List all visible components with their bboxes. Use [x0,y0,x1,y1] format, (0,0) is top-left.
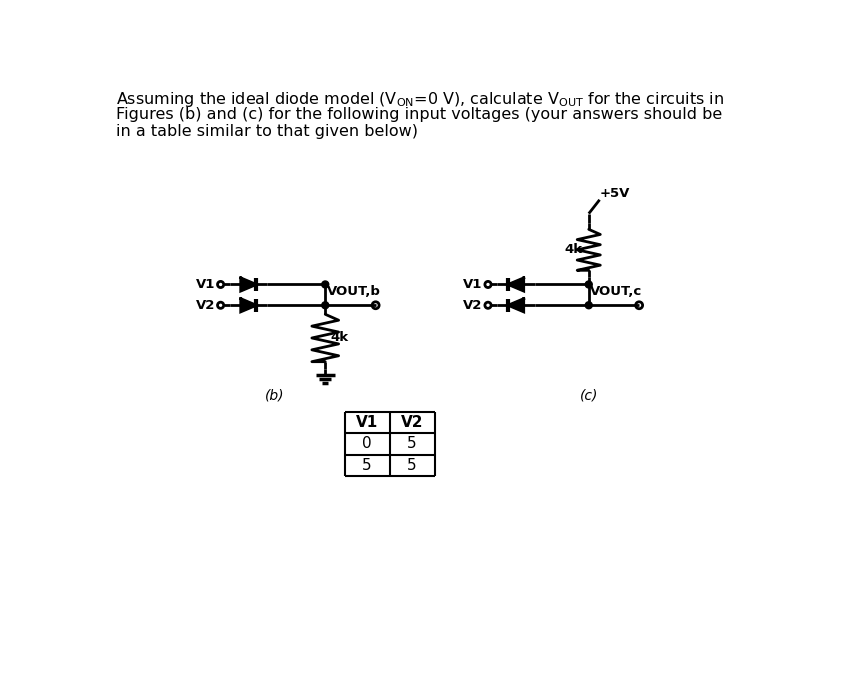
Text: 5: 5 [407,458,417,473]
Circle shape [585,302,592,309]
Text: 5: 5 [407,436,417,451]
Text: Figures (b) and (c) for the following input voltages (your answers should be: Figures (b) and (c) for the following in… [116,107,722,122]
Text: V2: V2 [401,415,423,430]
Text: 0: 0 [362,436,372,451]
Polygon shape [508,298,524,312]
Text: VOUT,c: VOUT,c [591,285,643,298]
Polygon shape [508,278,524,291]
Text: (b): (b) [265,389,285,402]
Circle shape [322,302,329,309]
Text: 5: 5 [362,458,372,473]
Text: V2: V2 [463,298,482,311]
Polygon shape [241,298,256,312]
Circle shape [322,281,329,288]
Polygon shape [241,278,256,291]
Text: V2: V2 [196,298,215,311]
Text: 4k: 4k [331,331,349,344]
Text: in a table similar to that given below): in a table similar to that given below) [116,124,418,139]
Text: V1: V1 [463,278,482,291]
Text: V1: V1 [196,278,215,291]
Text: 4k: 4k [565,243,583,256]
Text: V1: V1 [356,415,378,430]
Text: +5V: +5V [599,186,630,199]
Circle shape [585,281,592,288]
Text: Assuming the ideal diode model (V$_{\mathregular{ON}}$=0 V), calculate V$_{\math: Assuming the ideal diode model (V$_{\mat… [116,90,724,109]
Text: (c): (c) [579,389,598,402]
Text: VOUT,b: VOUT,b [326,285,381,298]
